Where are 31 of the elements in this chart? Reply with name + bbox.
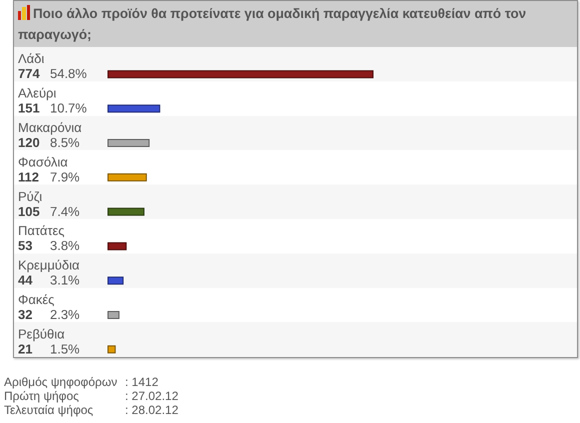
text: Πρώτη ψήφος : 27.02.12 — [4, 389, 178, 403]
data-label: 105 7.4% — [18, 204, 80, 219]
y-tick-label: Κρεμμύδια — [18, 258, 80, 273]
text: 53 3.8% — [18, 238, 80, 254]
data-label: 120 8.5% — [18, 135, 80, 150]
y-tick-label: Αλεύρι — [18, 86, 56, 101]
text: 44 3.1% — [18, 272, 80, 288]
data-label: 151 10.7% — [18, 100, 88, 116]
chart-title: Ποιο άλλο προϊόν θα προτείνατε για ομαδική παραγγελία κατευθείαν από τον παραγωγό; — [18, 6, 526, 42]
bar — [108, 173, 147, 182]
y-tick-label: Πατάτες — [18, 223, 65, 238]
bar — [108, 104, 160, 113]
data-label: 774 54.8% — [18, 66, 88, 82]
bar — [108, 276, 124, 285]
y-tick-label: Λάδι — [18, 51, 44, 66]
y-tick-label: Μακαρόνια — [18, 120, 82, 135]
bar — [108, 310, 120, 319]
text: 32 2.3% — [18, 306, 80, 322]
bar — [108, 242, 127, 250]
text: 21 1.5% — [18, 341, 80, 356]
y-tick-label: Φασόλια — [18, 154, 68, 170]
bar — [108, 208, 144, 216]
bar — [108, 70, 374, 78]
text: Τελευταία ψήφος : 28.02.12 — [4, 403, 178, 417]
data-label: 112 7.9% — [18, 169, 80, 184]
bar — [108, 345, 116, 354]
y-tick-label: Ρύζι — [18, 188, 42, 204]
y-tick-label: Φακές — [18, 292, 54, 307]
text: Αριθμός ψηφοφόρων : 1412 — [4, 375, 160, 389]
y-tick-label: Ρεβύθια — [18, 326, 66, 342]
bar — [108, 139, 150, 147]
